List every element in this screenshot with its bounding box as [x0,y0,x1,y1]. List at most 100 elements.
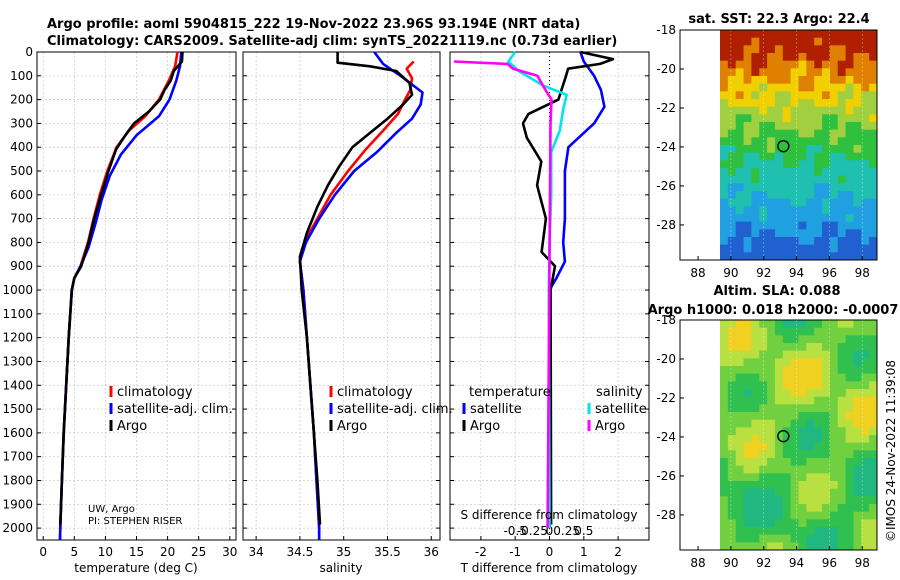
map-cell [845,45,854,54]
map-cell [743,168,752,177]
map-cell [774,229,784,238]
map-cell [743,214,752,223]
legend-argo-label: Argo [117,419,147,434]
map-cell [727,343,737,352]
map-cell [767,206,776,215]
map-cell [861,60,870,69]
map-cell [845,129,854,138]
map-cell [829,145,839,154]
map-cell [814,221,823,230]
map-cell [720,221,729,230]
map-cell [861,427,870,436]
map-cell [767,145,776,154]
map-cell [790,358,799,367]
map-cell [774,534,784,543]
map-cell [720,350,729,359]
map-cell [837,327,847,336]
map-cell [837,481,847,490]
depth-tick-label: 800 [10,235,33,249]
map-cell [822,114,831,123]
map-cell [782,83,792,92]
map-cell [814,137,823,146]
map-cell [727,327,737,336]
map-cell [782,435,792,444]
map-cell [869,511,878,520]
map-cell [774,327,784,336]
map-cell [837,252,847,261]
map-cell [861,327,870,336]
map-cell [743,358,752,367]
map-cell [869,389,878,398]
map-cell [743,442,752,451]
map-cell [837,542,847,551]
map-cell [735,221,745,230]
map-cell [751,442,760,451]
map-cell [774,404,784,413]
map-cell [759,114,768,123]
map-cell [727,252,737,261]
map-cell [814,175,823,184]
diff-xlabel: T difference from climatology [460,561,638,575]
map-cell [743,504,752,513]
map-cell [798,252,807,261]
map-cell [767,381,776,390]
map-cell [735,450,745,459]
map-cell [790,122,799,131]
map-cell [759,244,768,253]
map-cell [767,99,776,108]
map-cell [853,76,862,85]
map-cell [829,320,839,329]
map-cell [869,358,878,367]
map-cell [720,519,729,528]
map-cell [814,519,823,528]
map-cell [822,373,831,382]
map-cell [845,206,854,215]
map-cell [822,145,831,154]
map-cell [759,137,768,146]
map-cell [806,496,815,505]
map-cell [822,366,831,375]
map-cell [806,60,815,69]
map-cell [735,129,745,138]
map-cell [861,358,870,367]
map-cell [751,30,760,39]
map-cell [790,396,799,405]
map-cell [720,389,729,398]
map-cell [735,106,745,115]
map-cell [720,30,729,39]
map-cell [790,320,799,329]
map-cell [845,335,854,344]
map-cell [806,335,815,344]
map-cell [727,91,737,100]
map-cell [790,511,799,520]
map-cell [759,511,768,520]
map-cell [814,60,823,69]
map-cell [759,373,768,382]
map-cell [829,68,839,77]
map-cell [798,152,807,161]
x-tick-label: 0 [546,545,554,559]
map-cell [743,198,752,207]
map-cell [751,389,760,398]
map-cell [743,252,752,261]
map-cell [790,465,799,474]
map-cell [822,458,831,467]
map-cell [759,206,768,215]
map-cell [798,145,807,154]
map-cell [814,488,823,497]
map-cell [743,527,752,536]
map-cell [782,99,792,108]
sla-map: -18 -20 -22 -24 -26 -28 88 90 92 94 96 98 [656,313,878,570]
map-cell [853,350,862,359]
map-cell [845,366,854,375]
map-cell [829,122,839,131]
map-cell [767,237,776,246]
map-cell [845,168,854,177]
map-cell [845,214,854,223]
map-cell [782,465,792,474]
map-cell [790,335,799,344]
map-cell [735,45,745,54]
map-cell [743,237,752,246]
map-cell [790,519,799,528]
map-cell [853,152,862,161]
